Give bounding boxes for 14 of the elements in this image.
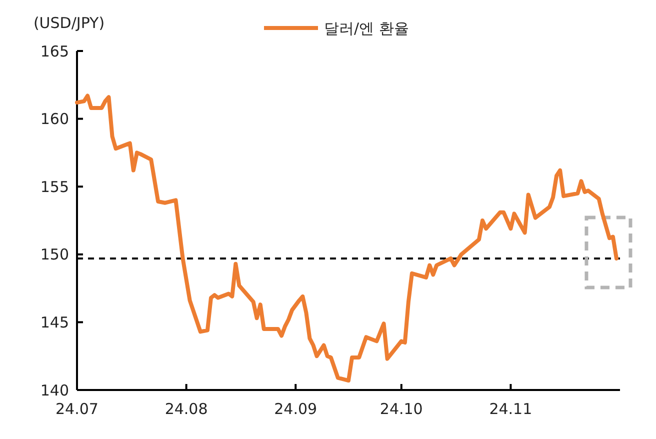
x-tick-label: 24.10 [380,400,423,418]
y-tick-label: 145 [40,313,69,332]
x-tick-label: 24.11 [489,400,532,418]
y-tick-label: 160 [40,110,69,128]
y-tick-label: 155 [40,178,69,196]
legend-label: 달러/엔 환율 [324,19,409,38]
x-tick-label: 24.08 [164,400,208,418]
y-tick-label: 140 [40,381,69,400]
y-tick-label: 150 [40,246,69,264]
y-tick-label: 165 [40,42,69,60]
x-tick-label: 24.09 [274,400,318,418]
line-series [75,94,618,383]
y-axis-title: (USD/JPY) [33,14,105,32]
x-tick-label: 24.07 [56,400,98,418]
